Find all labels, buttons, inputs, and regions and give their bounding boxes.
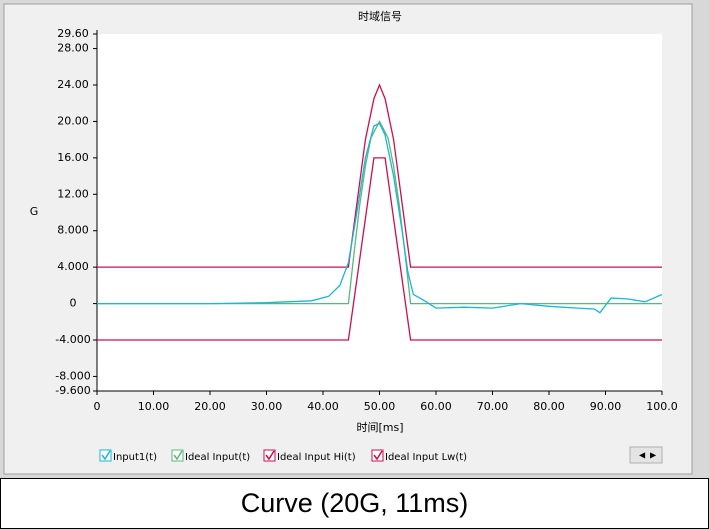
y-tick-label: -4.000: [55, 333, 90, 346]
x-tick-label: 60.00: [420, 400, 452, 413]
legend-label: Ideal Input Hi(t): [277, 452, 356, 463]
x-tick-label: 40.00: [307, 400, 339, 413]
x-tick-label: 50.00: [364, 400, 396, 413]
scroll-right[interactable]: ▶: [650, 451, 657, 460]
legend-checkbox[interactable]: [99, 449, 112, 462]
x-tick-label: 0: [94, 400, 101, 413]
y-axis-label: G: [30, 205, 39, 218]
x-tick-label: 30.00: [251, 400, 283, 413]
caption: Curve (20G, 11ms): [0, 478, 709, 529]
y-tick-label: 28.00: [57, 42, 89, 55]
legend-label: Ideal Input(t): [185, 452, 250, 463]
series-line: [97, 122, 663, 314]
legend-checkbox[interactable]: [263, 449, 276, 462]
chart: 时域信号 G 时间[ms] ◀ ▶ 29.60 28.00 24.00 20.00 16…: [3, 3, 693, 475]
x-tick-label: 100.0: [646, 400, 678, 413]
series-line: [97, 83, 662, 268]
legend-label: Input1(t): [113, 452, 157, 463]
x-tick-label: 10.00: [138, 400, 170, 413]
legend-label: Ideal Input Lw(t): [385, 452, 467, 463]
y-tick-label: 29.60: [57, 27, 89, 40]
y-tick-label: 0: [70, 297, 77, 310]
y-tick-label: 20.00: [57, 114, 89, 127]
legend-check: [101, 450, 111, 461]
x-tick-label: 20.00: [194, 400, 226, 413]
legend-checkbox[interactable]: [171, 449, 184, 462]
y-tick-label: 4.000: [57, 260, 89, 273]
x-axis-label: 时间[ms]: [356, 421, 403, 434]
legend-check: [373, 450, 383, 461]
x-tick-label: 80.00: [533, 400, 565, 413]
plot-area: [97, 34, 662, 391]
x-tick-label: 90.00: [590, 400, 622, 413]
y-tick-label: -9.600: [55, 384, 90, 397]
y-tick-label: 24.00: [57, 78, 89, 91]
legend-scroll[interactable]: [629, 446, 663, 464]
series-line: [97, 157, 662, 341]
legend-check: [173, 450, 183, 461]
chart-title: 时域信号: [358, 10, 402, 23]
y-tick-label: 16.00: [57, 151, 89, 164]
scroll-left[interactable]: ◀: [639, 451, 646, 460]
y-tick-label: 12.00: [57, 187, 89, 200]
y-tick-label: 8.000: [57, 224, 89, 237]
x-tick-label: 70.00: [477, 400, 509, 413]
legend-checkbox[interactable]: [371, 449, 384, 462]
y-tick-label: -8.000: [55, 369, 90, 382]
legend-check: [265, 450, 275, 461]
